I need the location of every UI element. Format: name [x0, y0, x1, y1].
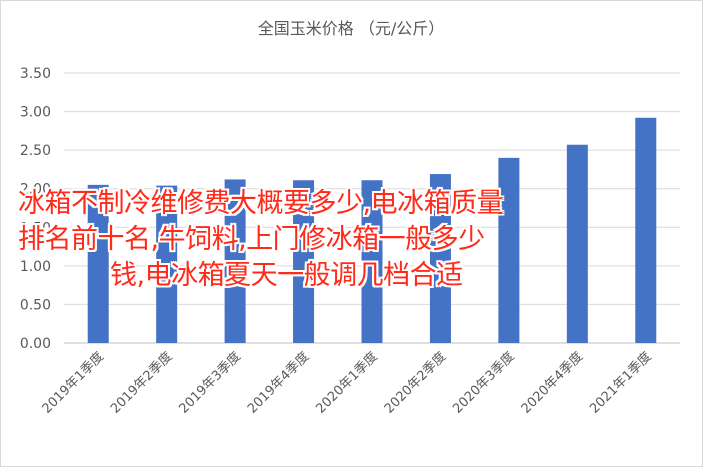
- x-axis-categories: 2019年1季度 2019年2季度 2019年3季度 2019年4季度 2020年1季度…: [39, 349, 655, 417]
- x-category-label: 2021年1季度: [586, 349, 654, 417]
- x-category-label: 2019年4季度: [244, 349, 312, 417]
- chart-title: 全国玉米价格 （元/公斤）: [258, 19, 444, 38]
- bar: [566, 144, 588, 343]
- bar: [498, 157, 520, 343]
- y-tick-label: 1.50: [20, 220, 51, 236]
- bar: [224, 179, 246, 343]
- bar: [429, 174, 451, 343]
- bar: [156, 185, 178, 343]
- bar: [361, 180, 383, 343]
- x-category-label: 2019年3季度: [176, 349, 244, 417]
- y-tick-label: 0.50: [20, 297, 51, 313]
- bar: [635, 117, 657, 343]
- x-category-label: 2020年3季度: [450, 349, 518, 417]
- x-category-label: 2019年1季度: [39, 349, 107, 417]
- y-axis-ticks: 0.00 0.50 1.00 1.50 2.00 2.50 3.00 3.50: [20, 66, 51, 352]
- bar: [87, 184, 109, 343]
- y-tick-label: 2.50: [20, 143, 51, 159]
- y-tick-label: 2.00: [20, 182, 51, 198]
- x-category-label: 2020年2季度: [381, 349, 449, 417]
- x-category-label: 2019年2季度: [107, 349, 175, 417]
- y-tick-label: 3.00: [20, 105, 51, 121]
- y-tick-label: 3.50: [20, 66, 51, 82]
- x-category-label: 2020年4季度: [518, 349, 586, 417]
- y-tick-label: 0.00: [20, 336, 51, 352]
- bar: [293, 180, 315, 343]
- y-tick-label: 1.00: [20, 259, 51, 275]
- x-category-label: 2020年1季度: [313, 349, 381, 417]
- bars: [87, 117, 657, 343]
